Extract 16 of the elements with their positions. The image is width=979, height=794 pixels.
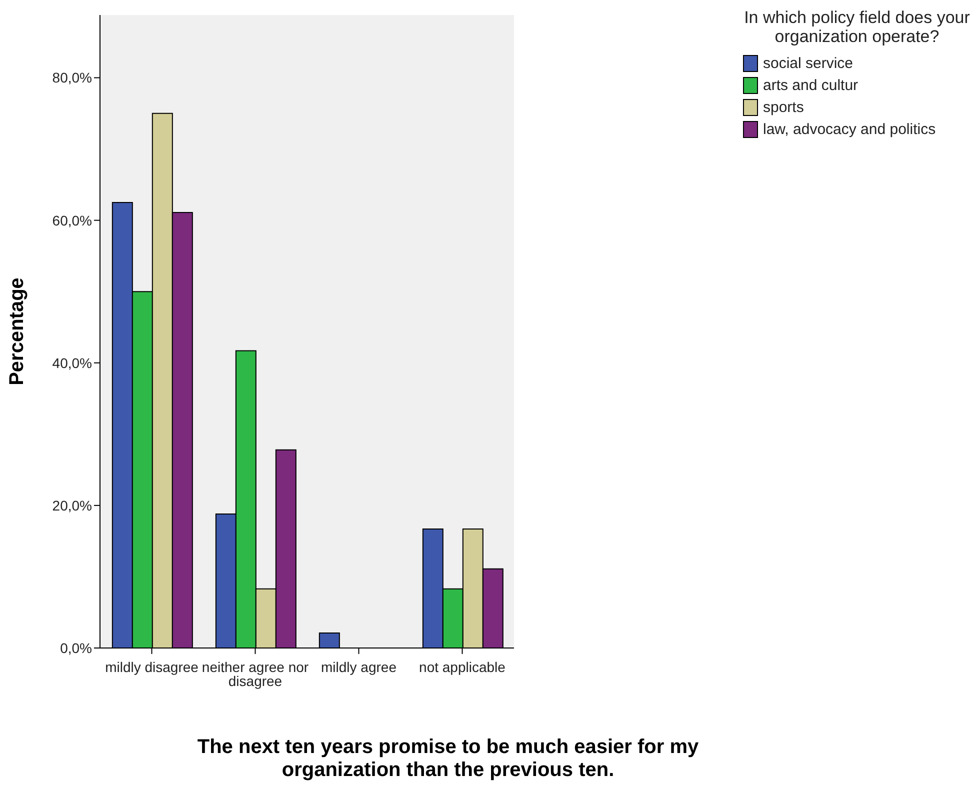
legend-label: arts and cultur (763, 76, 858, 94)
y-tick-label: 20,0% (52, 497, 92, 514)
y-tick-label: 60,0% (52, 212, 92, 228)
x-tick-label: not applicable (419, 658, 506, 675)
legend-label: social service (763, 54, 854, 72)
x-tick-label: mildly agree (321, 658, 397, 675)
x-axis-title: The next ten years promise to be much easier for my organization than the previous ten. (196, 736, 700, 782)
y-tick-label: 0,0% (60, 640, 92, 656)
y-tick-label: 40,0% (52, 354, 92, 371)
x-tick-label: neither agree nor disagree (202, 658, 309, 689)
legend-label: sports (763, 98, 804, 116)
legend-label: law, advocacy and politics (763, 120, 936, 138)
x-tick-label: mildly disagree (105, 658, 199, 675)
y-tick-label: 80,0% (52, 70, 92, 86)
y-axis-title: Percentage (6, 278, 28, 386)
legend-title: In which policy field does your organization operate? (743, 8, 971, 46)
